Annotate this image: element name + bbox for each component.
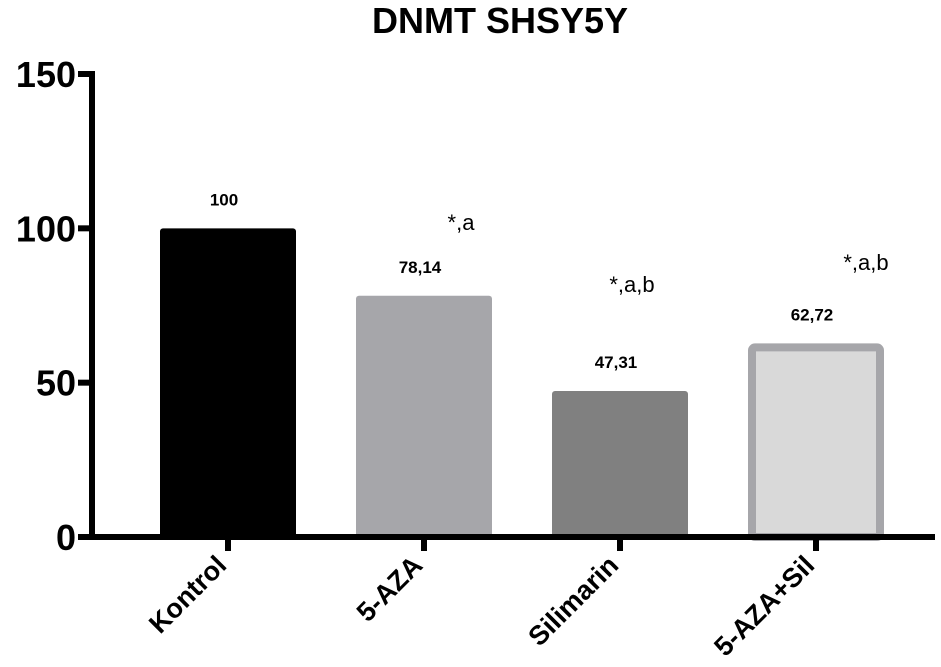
bar-kontrol xyxy=(160,228,296,538)
data-label: 78,14 xyxy=(399,258,442,277)
data-label: 47,31 xyxy=(595,353,638,372)
significance-annotation: *,a,b xyxy=(843,250,888,275)
data-label: 100 xyxy=(210,190,238,209)
x-tick-label: 5-AZA xyxy=(351,550,428,627)
bar-5-aza-sil xyxy=(748,343,884,541)
y-tick-label: 150 xyxy=(16,54,76,95)
y-tick-label: 0 xyxy=(56,517,76,558)
chart-title: DNMT SHSY5Y xyxy=(372,0,628,41)
significance-annotation: *,a,b xyxy=(609,272,654,297)
y-tick-label: 50 xyxy=(36,363,76,404)
x-tick-label: Silimarin xyxy=(522,550,624,652)
x-tick-label: Kontrol xyxy=(143,550,232,639)
plot-area: 100 78,14 *,a 47,31 *,a,b 62,72 *,a,b 0 50 100 150… xyxy=(16,54,935,662)
bar-5-aza xyxy=(356,295,492,537)
bar-silimarin xyxy=(552,390,688,537)
significance-annotation: *,a xyxy=(448,210,476,235)
y-tick-label: 100 xyxy=(16,208,76,249)
x-tick-label: 5-AZA+Sil xyxy=(708,550,820,662)
data-label: 62,72 xyxy=(791,305,834,324)
